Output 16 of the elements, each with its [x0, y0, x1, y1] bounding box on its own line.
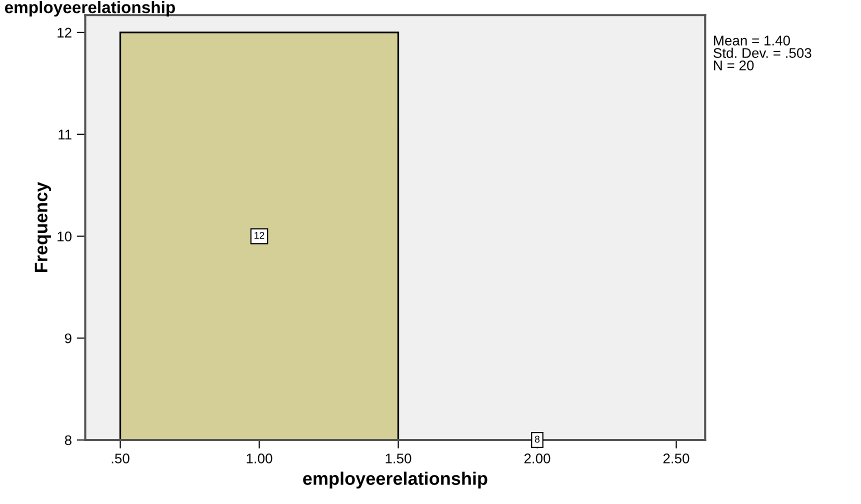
y-tick-label: 11: [58, 130, 72, 140]
chart-title: employeerelationship: [4, 1, 175, 17]
x-tick-label: 1.50: [386, 454, 412, 464]
x-axis-title: employeerelationship: [303, 472, 488, 489]
y-tick-label: 10: [58, 232, 72, 242]
y-tick-label: 9: [64, 333, 72, 344]
y-axis-title: Frequency: [34, 182, 52, 272]
x-tick-label: 2.50: [663, 454, 690, 464]
x-tick-label: 2.00: [524, 454, 550, 464]
y-tick-label: 12: [58, 28, 72, 38]
data-label: 12: [254, 232, 264, 239]
x-tick-label: .50: [112, 454, 130, 464]
data-label: 8: [534, 436, 540, 443]
x-tick-label: 1.00: [246, 454, 272, 464]
text: Mean = 1.40 Std. Dev. = .503 N = 20: [714, 36, 812, 70]
y-tick-label: 8: [64, 435, 72, 446]
